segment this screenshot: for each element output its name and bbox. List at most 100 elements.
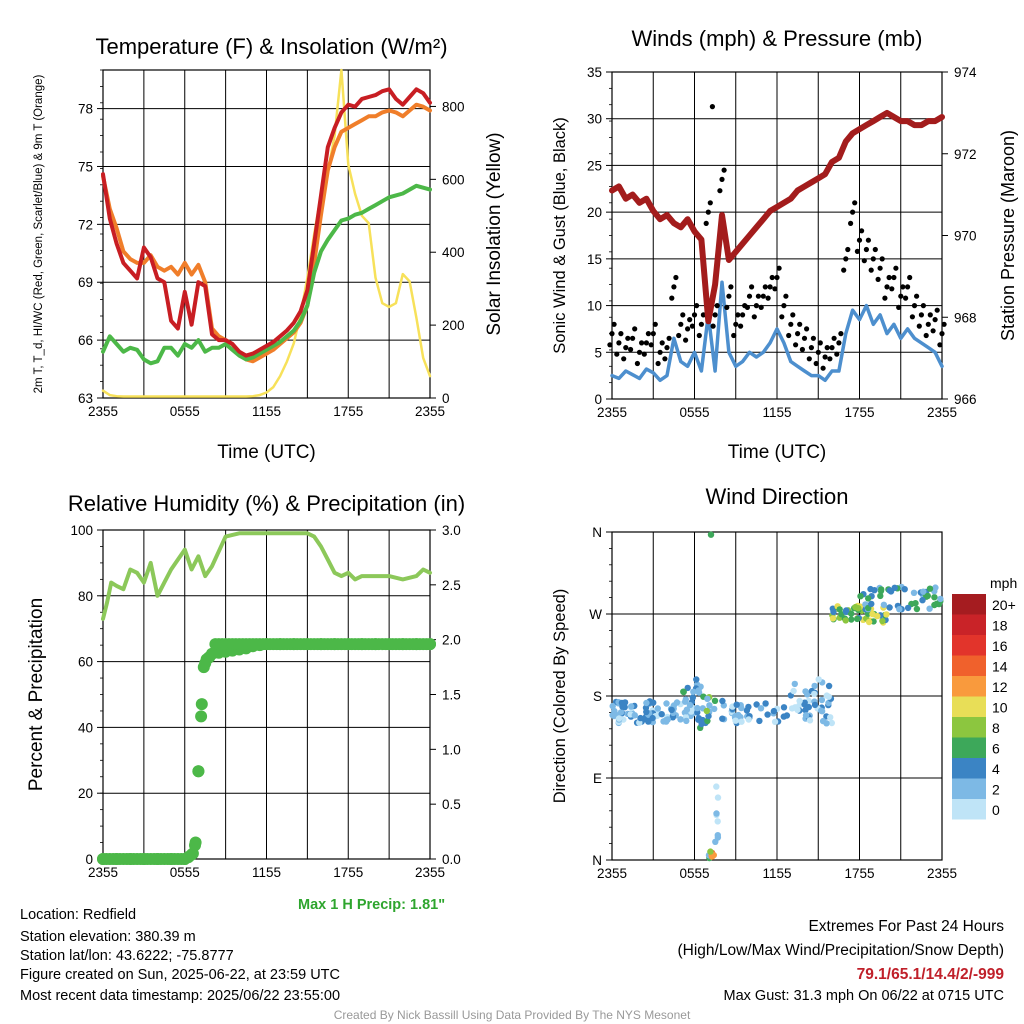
panel-2: 2355 0555 1155 1755 235505101520253035966968…: [551, 26, 1018, 463]
x-tick-label: 2355: [927, 866, 957, 881]
y2-tick-label: 0: [442, 391, 450, 406]
y-tick-label: 20: [78, 786, 93, 801]
gust-point: [932, 317, 938, 323]
x-tick-label: 1155: [762, 405, 791, 420]
info-latlon: Station lat/lon: 43.6222; -75.8777: [20, 948, 234, 964]
x-tick-label: 0555: [679, 866, 709, 881]
gust-point: [671, 284, 677, 290]
y-tick-label: 0: [85, 852, 93, 867]
direction-point: [827, 714, 834, 721]
direction-point: [802, 688, 809, 695]
gust-point: [645, 331, 652, 337]
direction-point: [714, 794, 722, 801]
gust-point: [806, 356, 812, 362]
direction-point: [818, 696, 826, 704]
y-tick-label: 25: [587, 158, 602, 173]
series-line-green: [101, 183, 432, 366]
y2-tick-label: 2.5: [442, 578, 461, 593]
gust-point: [939, 331, 945, 337]
y2-tick-label: 2.0: [442, 633, 461, 648]
gust-point: [872, 246, 878, 253]
gust-point: [799, 346, 806, 353]
legend-swatch: [952, 737, 986, 758]
precip-point: [195, 698, 208, 711]
direction-point: [617, 709, 625, 716]
gust-point: [889, 286, 895, 292]
direction-point: [780, 713, 787, 720]
gust-point: [865, 237, 872, 243]
direction-point: [609, 702, 616, 710]
gust-point: [905, 284, 911, 290]
gust-point: [911, 303, 918, 309]
gust-point: [726, 293, 732, 299]
gust-point: [898, 293, 904, 299]
gust-point: [721, 167, 727, 173]
y-tick-label: 100: [70, 523, 93, 538]
legend-swatch: [952, 778, 986, 799]
gust-point: [641, 351, 647, 357]
direction-point: [910, 589, 918, 596]
gust-point: [827, 356, 833, 362]
y-tick-label: 15: [587, 252, 602, 267]
direction-point: [704, 695, 711, 702]
x-tick-label: 2355: [415, 404, 445, 419]
precip-point: [189, 839, 201, 852]
gust-point: [634, 360, 641, 367]
gust-point: [808, 345, 815, 351]
direction-point: [819, 717, 827, 725]
direction-point: [668, 706, 675, 714]
gust-point: [852, 200, 858, 206]
direction-point: [877, 592, 884, 600]
legend-swatch: [952, 676, 986, 697]
gust-point: [930, 328, 936, 334]
direction-point: [886, 604, 893, 611]
y-tick-label: 40: [78, 720, 93, 735]
gust-point: [703, 220, 709, 226]
speed-legend: mph 20+ 18 16 14 12 10 8 6 4 2 0: [952, 575, 1017, 820]
x-tick-label: 2355: [415, 865, 445, 880]
x-tick-label: 0555: [679, 405, 709, 420]
gust-point: [767, 284, 773, 290]
direction-point: [904, 604, 912, 612]
y-tick-label: 75: [78, 159, 93, 174]
direction-point: [745, 716, 752, 723]
y2-tick-label: 968: [954, 310, 977, 325]
direction-point: [684, 684, 691, 692]
direction-point: [682, 696, 689, 703]
gust-point: [795, 331, 801, 337]
x-tick-label: 1755: [333, 865, 363, 880]
gust-point: [618, 331, 624, 337]
legend-swatch: [952, 614, 986, 635]
gust-point: [636, 349, 643, 355]
gust-point: [893, 265, 899, 271]
y-tick-label: 63: [78, 391, 93, 406]
direction-point: [719, 697, 726, 705]
gust-point: [909, 314, 916, 320]
direction-point: [637, 714, 644, 722]
gust-point: [728, 284, 734, 290]
gust-point: [886, 274, 892, 281]
gust-point: [927, 312, 933, 318]
direction-point: [869, 610, 876, 618]
y2-tick-label: 800: [442, 99, 465, 114]
gust-point: [907, 274, 913, 281]
y2-axis-label: Station Pressure (Maroon): [998, 130, 1018, 341]
legend-swatch: [952, 758, 986, 779]
gust-point: [687, 317, 693, 323]
gust-point: [705, 209, 711, 215]
direction-point: [828, 719, 835, 727]
gust-point: [607, 342, 613, 348]
info-recent: Most recent data timestamp: 2025/06/22 2…: [20, 988, 341, 1004]
direction-point: [719, 715, 726, 722]
gust-point: [856, 237, 863, 243]
gust-point: [744, 304, 751, 310]
gust-point: [793, 342, 799, 348]
y2-tick-label: 972: [954, 147, 977, 162]
direction-point: [733, 701, 740, 708]
y2-tick-label: 0.0: [442, 852, 461, 867]
gust-point: [623, 345, 629, 351]
gust-point: [707, 200, 713, 206]
x-tick-label: 1755: [333, 404, 363, 419]
gust-point: [710, 323, 716, 329]
extremes-title: Extremes For Past 24 Hours: [808, 918, 1004, 935]
